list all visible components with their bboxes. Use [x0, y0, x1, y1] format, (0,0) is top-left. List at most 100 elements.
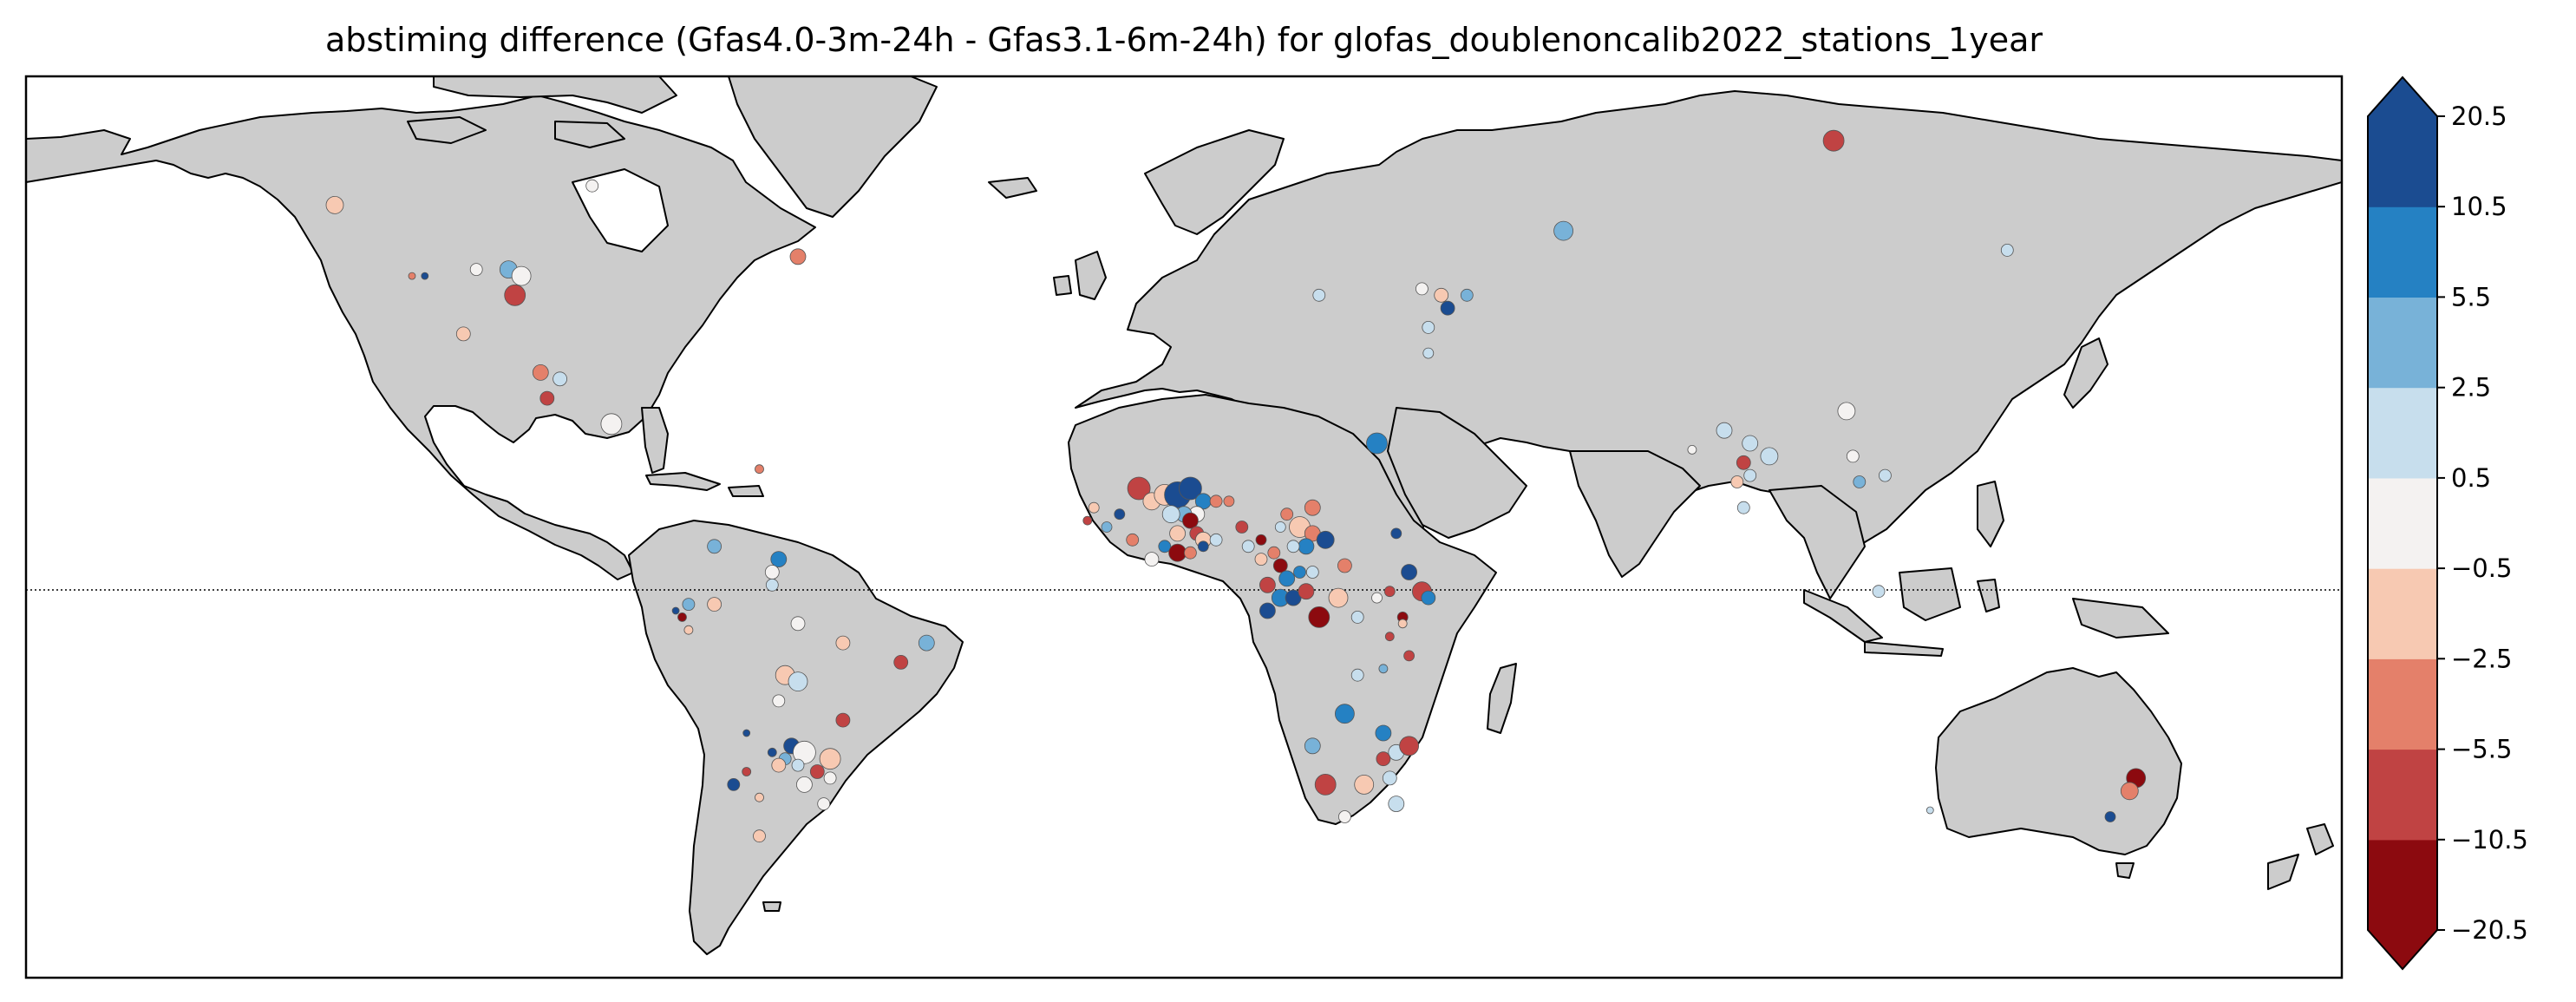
- station-marker: [707, 597, 722, 612]
- colorbar-tick-label: 2.5: [2451, 373, 2491, 403]
- station-marker: [755, 464, 764, 475]
- station-marker: [1736, 455, 1751, 470]
- station-marker: [1235, 521, 1249, 534]
- station-marker: [1846, 449, 1860, 463]
- station-marker: [1730, 475, 1744, 488]
- station-marker: [469, 263, 483, 277]
- station-marker: [511, 265, 532, 286]
- station-marker: [1384, 632, 1395, 642]
- station-marker: [1837, 402, 1856, 421]
- station-marker: [1399, 736, 1419, 756]
- station-marker: [1872, 585, 1886, 599]
- station-marker: [1350, 668, 1364, 682]
- station-marker: [1403, 650, 1415, 662]
- station-marker: [1161, 505, 1180, 524]
- station-marker: [682, 598, 696, 611]
- station-marker: [1280, 508, 1294, 521]
- station-marker: [408, 272, 416, 280]
- station-marker: [753, 829, 766, 843]
- station-marker: [1169, 525, 1186, 542]
- station-marker: [1304, 737, 1321, 755]
- station-marker: [1853, 475, 1867, 488]
- station-marker: [683, 625, 694, 635]
- station-marker: [771, 757, 787, 773]
- station-marker: [1278, 570, 1296, 587]
- station-marker: [1314, 774, 1337, 796]
- station-marker: [671, 606, 680, 615]
- colorbar-tick-label: −5.5: [2451, 735, 2512, 764]
- station-marker: [809, 764, 825, 779]
- station-marker: [1354, 775, 1375, 795]
- colorbar-tick-label: 0.5: [2451, 463, 2491, 493]
- colorbar-segment: [2368, 839, 2437, 931]
- arctic-archipelago: [407, 76, 677, 148]
- new-zealand: [2267, 823, 2334, 890]
- station-marker: [1179, 476, 1202, 501]
- station-marker: [770, 551, 788, 567]
- indian-subcontinent: [1569, 450, 1701, 578]
- colorbar-segment: [2368, 297, 2437, 389]
- iceland: [988, 177, 1037, 199]
- caribbean-islands: [645, 472, 764, 497]
- station-marker: [1376, 751, 1391, 767]
- station-marker: [1168, 543, 1187, 562]
- station-marker: [1397, 619, 1408, 629]
- station-marker: [727, 778, 741, 791]
- station-marker: [1184, 546, 1197, 560]
- land-layer: [26, 76, 2342, 955]
- station-marker: [1316, 530, 1335, 549]
- station-marker: [835, 635, 851, 651]
- station-marker: [1375, 724, 1392, 742]
- station-marker: [707, 539, 722, 554]
- station-marker: [421, 272, 429, 280]
- colorbar-segment: [2368, 477, 2437, 569]
- australia-landmass: [1935, 667, 2182, 855]
- greenland: [728, 76, 938, 218]
- station-marker: [600, 413, 623, 436]
- british-isles: [1053, 251, 1107, 300]
- station-marker: [1736, 501, 1750, 514]
- station-marker: [1209, 494, 1223, 508]
- colorbar-tick-label: 20.5: [2451, 102, 2507, 131]
- station-markers: [325, 129, 2147, 843]
- station-marker: [1337, 558, 1352, 573]
- station-marker: [455, 326, 471, 342]
- station-marker: [1158, 540, 1172, 553]
- station-marker: [1126, 533, 1140, 547]
- station-marker: [1328, 587, 1349, 608]
- station-marker: [585, 179, 599, 193]
- florida-peninsula: [641, 407, 669, 474]
- station-marker: [1371, 592, 1383, 604]
- indonesia-islands: [1803, 567, 2169, 657]
- station-marker: [1127, 476, 1151, 501]
- tasmania: [2115, 862, 2135, 879]
- station-marker: [1182, 512, 1199, 529]
- station-marker: [767, 747, 777, 757]
- station-marker: [788, 671, 808, 691]
- station-marker: [1350, 611, 1364, 624]
- station-marker: [1390, 527, 1402, 540]
- station-marker: [1338, 810, 1351, 823]
- colorbar-segment: [2368, 658, 2437, 750]
- colorbar-tick-label: 5.5: [2451, 282, 2491, 311]
- station-marker: [764, 565, 780, 580]
- station-marker: [823, 771, 837, 785]
- station-marker: [1259, 602, 1276, 619]
- station-marker: [1422, 347, 1435, 359]
- station-marker: [1335, 704, 1355, 724]
- station-marker: [1272, 558, 1288, 573]
- station-marker: [1082, 515, 1093, 526]
- station-marker: [789, 248, 807, 265]
- colorbar-extend-min: [2368, 930, 2437, 969]
- colorbar-segment: [2368, 568, 2437, 659]
- station-marker: [1254, 553, 1268, 566]
- station-marker: [2120, 782, 2139, 801]
- station-marker: [1312, 288, 1326, 302]
- station-marker: [1285, 589, 1302, 606]
- arabian-peninsula: [1387, 407, 1527, 539]
- map-frame: [24, 75, 2344, 979]
- station-marker: [1101, 521, 1113, 533]
- station-marker: [325, 195, 344, 214]
- colorbar-tick-label: 10.5: [2451, 192, 2507, 221]
